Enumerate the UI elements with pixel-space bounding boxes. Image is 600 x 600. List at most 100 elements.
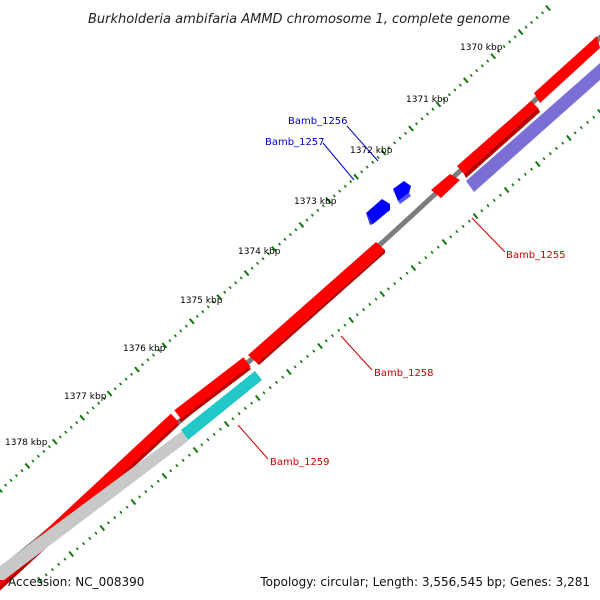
tick-label-1374: 1374 kbp [238,247,281,257]
outer-ruler-tick [79,414,86,421]
callout-line-bamb-1255 [471,217,506,253]
inner-ruler-tick [561,141,565,145]
gene-bamb-1255-arrow-3[interactable] [534,36,600,103]
outer-ruler-tick [435,101,442,108]
inner-ruler-tick [138,495,142,499]
tick-label-1375: 1375 kbp [180,296,223,306]
outer-ruler-tick [475,69,479,73]
inner-ruler-tick [299,359,303,364]
inner-ruler-tick [187,453,191,457]
inner-ruler-tick [386,287,390,291]
inner-ruler-tick [68,550,74,558]
inner-ruler-tick [113,515,117,520]
inner-ruler-tick [542,157,546,161]
inner-ruler-tick [192,446,199,454]
gene-bamb-1257-arrow[interactable] [366,199,390,224]
inner-ruler-tick [317,342,323,350]
outer-ruler-tick [188,318,195,325]
outer-ruler-tick [201,310,205,314]
inner-ruler-tick [63,557,67,561]
gene-bamb-1257-feature[interactable] [366,199,390,225]
outer-ruler-tick [469,73,473,78]
outer-ruler-tick [360,170,364,174]
gene-label-bamb-1255[interactable]: Bamb_1255 [506,250,566,261]
inner-ruler-tick [37,576,43,584]
gene-bamb-1258-feature[interactable] [248,242,385,365]
gene-bamb-1257-arrow-shade [366,213,373,225]
inner-ruler-tick [362,307,366,312]
gene-bamb-1258-arrow[interactable] [248,242,385,363]
outer-ruler-tick [508,40,512,44]
inner-ruler-tick [312,349,316,353]
inner-ruler-tick [579,125,583,130]
outer-ruler-tick [447,93,451,97]
outer-ruler-tick [338,189,342,193]
outer-ruler-tick [223,290,227,294]
outer-ruler-tick [69,425,73,429]
inner-ruler-tick [355,313,359,317]
inner-ruler-tick [343,323,347,327]
outer-ruler-tick [129,372,134,376]
inner-ruler-tick [492,198,496,203]
outer-ruler-tick [332,194,336,198]
outer-ruler-tick [234,281,238,285]
outer-ruler-tick [387,146,391,150]
outer-ruler-tick [513,35,517,39]
outer-ruler-tick [24,462,31,469]
gene-bamb-1255-arrow-2[interactable] [457,101,538,174]
inner-ruler-tick [106,521,110,525]
inner-ruler-tick [99,524,106,532]
inner-ruler-tick [169,469,173,473]
inner-ruler-tick [175,463,179,468]
gene-label-bamb-1256[interactable]: Bamb_1256 [288,116,348,127]
tick-label-1377: 1377 kbp [64,392,107,402]
inner-ruler-tick [94,531,98,535]
outer-ruler-tick [343,184,347,188]
outer-ruler-tick [140,363,145,367]
outer-ruler-tick [75,420,79,425]
inner-ruler-tick [119,510,123,515]
outer-ruler-tick [316,208,320,213]
outer-ruler-tick [442,97,446,102]
gene-bamb-1256-feature[interactable] [393,181,411,204]
inner-ruler-tick [286,368,292,376]
inner-ruler-tick [75,547,79,551]
cog-grey-band [0,431,188,580]
inner-ruler-tick [368,302,372,307]
outer-ruler-tick [14,473,18,478]
outer-ruler-tick [425,112,429,116]
outer-ruler-tick [47,445,51,449]
outer-ruler-tick [134,366,140,373]
inner-ruler-tick [324,339,328,343]
gene-bamb-1256-arrow[interactable] [393,181,411,201]
outer-ruler-tick [271,245,277,253]
inner-ruler-tick [472,212,479,220]
outer-ruler-tick [184,324,188,328]
inner-ruler-tick [223,420,230,428]
inner-ruler-tick [573,131,577,135]
cog-track [0,63,600,580]
callout-line-bamb-1256 [346,125,379,162]
gene-callouts [237,125,506,460]
gene-bamb-1255-feature[interactable] [431,36,600,198]
inner-ruler-tick [566,134,572,142]
outer-ruler-tick [393,141,397,145]
outer-ruler-tick [497,49,501,53]
inner-ruler-tick [50,567,54,572]
outer-ruler-tick [161,342,168,349]
tick-label-1378: 1378 kbp [5,438,48,448]
outer-ruler-tick [97,401,101,405]
gene-bamb-1255-arrow[interactable] [431,174,460,198]
gene-label-bamb-1259[interactable]: Bamb_1259 [270,457,330,468]
gene-label-bamb-1257[interactable]: Bamb_1257 [265,137,325,148]
inner-ruler-tick [498,193,502,197]
outer-ruler-tick [458,83,462,87]
outer-ruler-tick [256,261,260,266]
outer-ruler-tick [179,329,183,333]
inner-ruler-tick [480,209,484,213]
outer-ruler-tick [9,478,13,482]
scale-tick-labels: 1370 kbp 1371 kbp 1372 kbp 1373 kbp 1374… [5,43,503,448]
tick-label-1376: 1376 kbp [123,344,166,354]
gene-label-bamb-1258[interactable]: Bamb_1258 [374,368,434,379]
inner-ruler-tick [554,146,558,151]
